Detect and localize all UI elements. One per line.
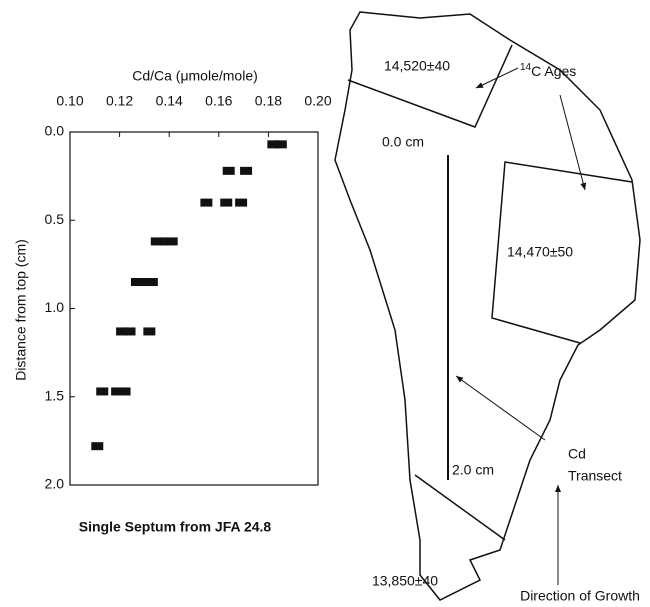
ages-label: 14C Ages xyxy=(520,62,576,79)
point xyxy=(240,166,253,175)
arrow xyxy=(455,375,546,441)
x-tick-label: 0.12 xyxy=(106,93,133,109)
y-tick-label: 1.0 xyxy=(45,299,65,315)
transect-end: 2.0 cm xyxy=(452,462,494,478)
age-label: 14,470±50 xyxy=(507,244,573,260)
transect-start: 0.0 cm xyxy=(382,134,424,150)
y-tick-label: 0.0 xyxy=(45,123,65,139)
point xyxy=(222,166,235,175)
age-label: 14,520±40 xyxy=(384,58,450,74)
growth-label: Direction of Growth xyxy=(520,588,640,604)
point xyxy=(111,387,124,396)
arrow xyxy=(559,94,587,191)
sample-box-top xyxy=(347,44,513,128)
point xyxy=(118,387,131,396)
sample-box-right xyxy=(491,161,633,344)
point xyxy=(165,237,178,246)
y-tick-label: 1.5 xyxy=(45,387,65,403)
point xyxy=(274,140,287,149)
caption: Single Septum from JFA 24.8 xyxy=(79,519,272,535)
point xyxy=(220,198,233,207)
plot-frame xyxy=(69,131,319,486)
y-tick-label: 2.0 xyxy=(45,476,65,492)
point xyxy=(96,387,109,396)
point xyxy=(235,198,248,207)
transect-label: Cd xyxy=(568,446,586,462)
x-tick-label: 0.10 xyxy=(56,93,83,109)
point xyxy=(138,278,151,287)
point xyxy=(116,327,129,336)
arrow xyxy=(475,67,519,89)
point xyxy=(123,327,136,336)
transect-label: Transect xyxy=(568,468,622,484)
point xyxy=(200,198,213,207)
x-tick-label: 0.16 xyxy=(205,93,232,109)
point xyxy=(145,278,158,287)
point xyxy=(130,278,143,287)
x-axis-label: Cd/Ca (μmole/mole) xyxy=(132,68,258,84)
x-tick-label: 0.18 xyxy=(255,93,282,109)
ages-text: C Ages xyxy=(531,63,576,79)
point xyxy=(150,237,163,246)
y-axis-label: Distance from top (cm) xyxy=(13,239,29,381)
point xyxy=(143,327,156,336)
sample-line-bottom xyxy=(414,474,506,541)
septum-outline xyxy=(334,11,641,601)
age-label: 13,850±40 xyxy=(372,573,438,589)
y-tick-label: 0.5 xyxy=(45,211,65,227)
x-tick-label: 0.14 xyxy=(156,93,183,109)
point xyxy=(91,442,104,451)
x-tick-label: 0.20 xyxy=(304,93,331,109)
point xyxy=(267,140,280,149)
point xyxy=(158,237,171,246)
superscript: 14 xyxy=(520,62,532,73)
